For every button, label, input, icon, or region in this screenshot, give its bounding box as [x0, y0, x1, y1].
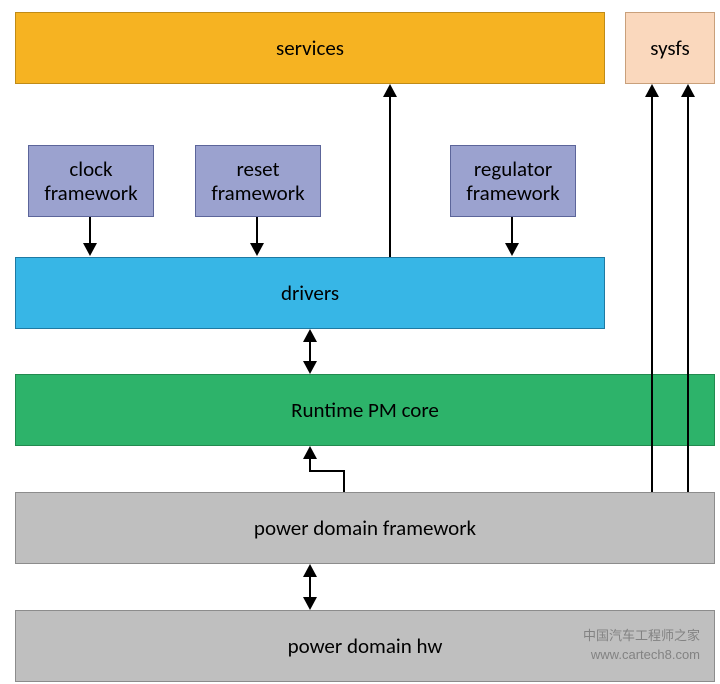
pdfw-pdhw-up-head-icon [303, 564, 317, 577]
regulator-framework-label: regulator framework [466, 157, 559, 205]
pdfw-pdhw-down-head-icon [303, 597, 317, 610]
watermark-line2: www.cartech8.com [591, 647, 700, 662]
drivers-runtime-arrow [309, 341, 311, 363]
reset-framework-label: reset framework [211, 157, 304, 205]
reset-framework-box: reset framework [195, 145, 321, 217]
drivers-to-services-head-icon [383, 84, 397, 97]
power-domain-framework-label: power domain framework [254, 516, 476, 540]
sysfs-label: sysfs [650, 36, 690, 60]
clock-framework-box: clock framework [28, 145, 154, 217]
pdfw-pdhw-arrow [309, 576, 311, 598]
power-domain-framework-box: power domain framework [15, 492, 715, 564]
runtime-pdfw-v2 [343, 470, 345, 492]
reset-to-drivers-head-icon [250, 243, 264, 256]
reg-to-drivers-arrow [511, 217, 513, 245]
drivers-to-services-arrow [389, 96, 391, 257]
runtime-pdfw-h [309, 470, 345, 472]
sysfs-left-head-icon [645, 84, 659, 97]
sysfs-right-line [687, 96, 689, 492]
services-label: services [276, 36, 344, 60]
clock-to-drivers-arrow [89, 217, 91, 245]
clock-framework-label: clock framework [44, 157, 137, 205]
runtime-pm-label: Runtime PM core [291, 398, 439, 422]
drivers-runtime-down-head-icon [303, 361, 317, 374]
regulator-framework-box: regulator framework [450, 145, 576, 217]
clock-to-drivers-head-icon [83, 243, 97, 256]
power-domain-hw-box: power domain hw [15, 610, 715, 682]
watermark-line1: 中国汽车工程师之家 [583, 625, 700, 644]
reset-to-drivers-arrow [256, 217, 258, 245]
drivers-runtime-up-head-icon [303, 329, 317, 342]
sysfs-box: sysfs [625, 12, 715, 84]
services-box: services [15, 12, 605, 84]
sysfs-left-line [651, 96, 653, 492]
reg-to-drivers-head-icon [505, 243, 519, 256]
power-domain-hw-label: power domain hw [288, 634, 443, 658]
drivers-label: drivers [281, 281, 339, 305]
drivers-box: drivers [15, 257, 605, 329]
sysfs-right-head-icon [681, 84, 695, 97]
runtime-pm-box: Runtime PM core [15, 374, 715, 446]
